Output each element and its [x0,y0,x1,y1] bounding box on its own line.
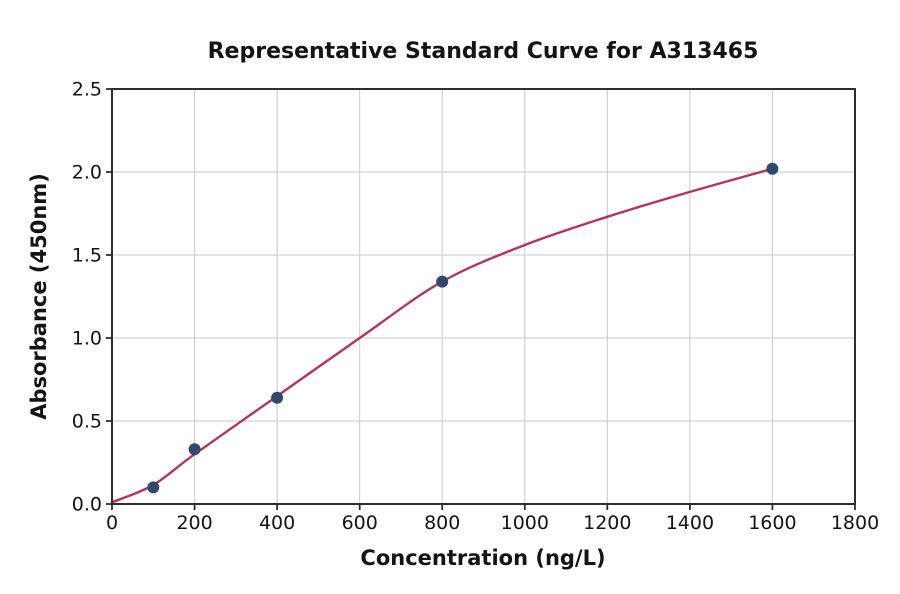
x-tick-label: 200 [176,512,212,534]
y-tick-label: 2.5 [72,79,102,101]
x-tick-label: 1600 [748,512,796,534]
x-tick-label: 0 [106,512,118,534]
y-tick-label: 1.5 [72,245,102,267]
data-point [271,391,284,404]
x-tick-label: 800 [424,512,460,534]
plot-area: 0 200 400 600 800 1000 1200 1400 1600 1800 0.0 0.5 1… [72,79,879,535]
data-point [188,443,201,456]
y-tick-label: 1.0 [72,328,102,350]
y-tick-label: 2.0 [72,162,102,184]
y-tick-label: 0.0 [72,494,102,516]
x-tick-label: 1800 [831,512,879,534]
x-axis-label: Concentration (ng/L) [360,546,605,570]
x-tick-label: 1000 [501,512,549,534]
data-point [436,275,449,288]
plot-border [111,88,856,505]
data-point [147,481,160,494]
y-axis-label: Absorbance (450nm) [27,173,51,420]
x-tick-label: 1200 [583,512,631,534]
x-tick-label: 600 [342,512,378,534]
x-tick-label: 400 [259,512,295,534]
x-tick-label: 1400 [666,512,714,534]
y-tick-label: 0.5 [72,411,102,433]
fit-curve [110,167,774,504]
chart-title: Representative Standard Curve for A31346… [208,39,759,64]
data-point [766,162,779,175]
